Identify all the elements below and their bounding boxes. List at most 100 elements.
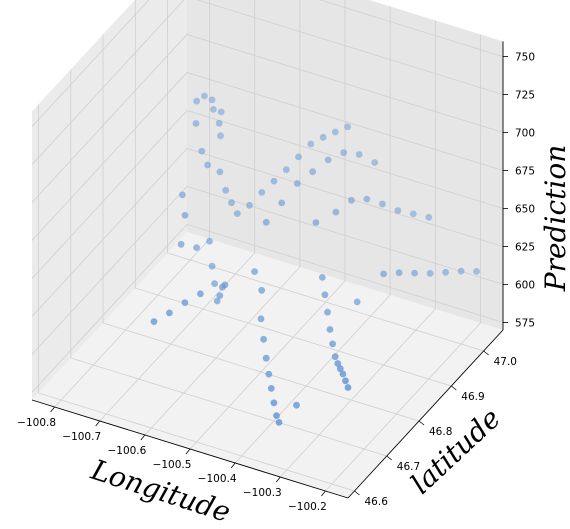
x-tick-mark (230, 462, 236, 469)
data-point (353, 298, 361, 306)
data-point (216, 292, 224, 299)
x-tick-label: −100.5 (153, 459, 192, 471)
y-tick-labels: 46.6 46.7 46.8 46.9 47.0 (354, 350, 517, 508)
y-tick-label: 47.0 (494, 356, 517, 368)
data-point (473, 268, 480, 275)
data-point (219, 283, 226, 291)
z-grid-line (31, 72, 504, 241)
z-grid-line (31, 110, 504, 279)
y-tick-label: 46.8 (429, 426, 452, 438)
data-point (208, 96, 216, 104)
x-tick-mark (50, 406, 55, 413)
x-tick-label: −100.8 (17, 417, 56, 429)
data-point (355, 151, 363, 158)
z-grid-line (31, 185, 504, 355)
x-grid-line (234, 6, 391, 464)
data-point (339, 370, 347, 378)
data-point (233, 210, 241, 218)
data-point (217, 132, 224, 140)
data-point (270, 399, 278, 407)
data-point (312, 219, 320, 226)
z-tick-label: 675 (515, 166, 535, 178)
data-point (380, 270, 387, 278)
data-point (262, 218, 270, 226)
data-point (177, 240, 185, 248)
data-point (342, 377, 349, 385)
data-point (210, 106, 217, 113)
y-tick-label: 46.6 (365, 496, 389, 508)
data-point (321, 291, 329, 299)
data-point (331, 128, 339, 136)
data-point (295, 153, 302, 161)
x-tick-label: −100.2 (288, 501, 327, 513)
x-grid-line (280, 20, 436, 478)
data-point (206, 237, 213, 245)
x-grid-line (189, 0, 346, 450)
data-point (213, 297, 221, 305)
data-point (340, 149, 348, 157)
data-point (216, 168, 224, 176)
data-point (309, 168, 317, 176)
y-grid-line (134, 0, 452, 387)
data-point (273, 412, 280, 419)
data-point (307, 140, 315, 148)
data-point (204, 161, 212, 169)
data-point (411, 269, 418, 277)
data-points (150, 92, 480, 426)
data-point (258, 286, 266, 294)
y-tick-mark (483, 350, 489, 356)
data-point (258, 189, 266, 196)
data-point (425, 213, 433, 221)
data-point (166, 309, 173, 317)
data-point (344, 123, 351, 131)
y-tick-label: 46.7 (397, 461, 420, 473)
y-tick-mark (418, 420, 425, 426)
data-point (246, 201, 253, 209)
y-grid-line (167, 0, 484, 352)
data-point (270, 177, 278, 185)
x-grid-line (99, 0, 256, 422)
data-point (215, 119, 223, 127)
data-point (395, 269, 403, 277)
data-point (344, 384, 352, 391)
x-tick-mark (185, 448, 191, 455)
data-point (409, 210, 417, 218)
data-point (293, 180, 301, 187)
y-tick-mark (451, 385, 457, 391)
x-tick-labels: −100.8 −100.7 −100.6 −100.5 −100.4 −100.3 −100… (17, 406, 327, 513)
x-grid-line (325, 34, 481, 492)
data-point (217, 108, 225, 116)
data-point (208, 262, 216, 270)
z-tick-labels: 575 600 625 650 675 700 725 750 (503, 52, 535, 329)
z-grid-line (31, 0, 504, 127)
z-tick-label: 625 (515, 242, 535, 254)
x-tick-label: −100.6 (107, 445, 146, 457)
data-point (262, 354, 270, 362)
data-point (197, 290, 204, 298)
x-tick-label: −100.4 (198, 473, 237, 485)
data-point (282, 166, 290, 174)
data-point (326, 326, 334, 333)
data-point (181, 299, 189, 306)
y-axis-line (347, 329, 504, 499)
data-point (332, 208, 340, 216)
z-tick-label: 575 (515, 317, 535, 329)
z-tick-label: 725 (515, 90, 535, 102)
z-tick-label: 600 (515, 279, 535, 291)
x-tick-mark (140, 434, 146, 441)
data-point (319, 133, 327, 141)
z-tick-label: 750 (515, 52, 535, 64)
data-point (265, 370, 273, 378)
x-tick-label: −100.7 (62, 431, 101, 443)
x-tick-label: −100.3 (243, 487, 282, 499)
data-point (363, 195, 371, 203)
x-tick-mark (95, 420, 101, 427)
data-point (150, 318, 158, 325)
y-tick-mark (354, 490, 360, 496)
data-point (331, 353, 339, 361)
data-point (257, 315, 265, 323)
data-point (334, 360, 342, 367)
data-point (193, 97, 201, 105)
z-tick-label: 700 (515, 128, 535, 140)
data-point (267, 385, 275, 392)
